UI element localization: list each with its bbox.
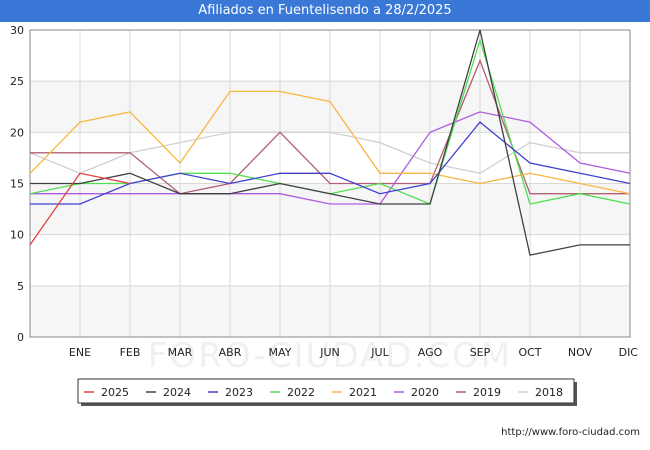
chart-title: Afiliados en Fuentelisendo a 28/2/2025 — [0, 0, 650, 22]
legend-label-2020: 2020 — [411, 386, 439, 399]
legend: 2025 2024 2023 2022 2021 2020 2019 2018 — [77, 378, 577, 406]
x-tick-label: ENE — [69, 346, 91, 359]
legend-label-2024: 2024 — [163, 386, 191, 399]
x-tick-label: JUL — [370, 346, 389, 359]
x-tick-label: FEB — [120, 346, 141, 359]
legend-label-2022: 2022 — [287, 386, 315, 399]
y-tick-labels: 0 5 10 15 20 25 30 — [10, 24, 24, 344]
series-line-2025 — [29, 172, 131, 246]
x-tick-label: MAR — [168, 346, 193, 359]
legend-label-2019: 2019 — [473, 386, 501, 399]
y-tick-label: 30 — [10, 24, 24, 37]
series-lines — [29, 29, 631, 256]
legend-box — [77, 378, 575, 404]
y-tick-label: 20 — [10, 126, 24, 139]
legend-label-2023: 2023 — [225, 386, 253, 399]
watermark: FORO-CIUDAD.COM — [148, 336, 512, 376]
series-line-2019 — [30, 58, 630, 195]
y-tick-label: 25 — [10, 75, 24, 88]
x-tick-label: MAY — [269, 346, 292, 359]
legend-label-2025: 2025 — [101, 386, 129, 399]
legend-label-2018: 2018 — [535, 386, 563, 399]
x-tick-label: SEP — [470, 346, 491, 359]
x-tick-label: AGO — [418, 346, 443, 359]
series-line-2021 — [29, 90, 631, 195]
x-tick-label: JUN — [319, 346, 340, 359]
series-line-2024 — [30, 29, 630, 256]
y-tick-label: 5 — [17, 280, 24, 293]
y-tick-label: 10 — [10, 229, 24, 242]
x-tick-labels: ENE FEB MAR ABR MAY JUN JUL AGO SEP OCT NOV DIC — [69, 346, 638, 359]
x-tick-label: ABR — [219, 346, 242, 359]
source-url[interactable]: http://www.foro-ciudad.com — [501, 427, 640, 438]
x-tick-label: OCT — [518, 346, 541, 359]
x-tick-label: DIC — [619, 346, 639, 359]
legend-label-2021: 2021 — [349, 386, 377, 399]
x-tick-label: NOV — [568, 346, 593, 359]
y-tick-label: 15 — [10, 178, 24, 191]
series-line-2020 — [30, 111, 631, 205]
y-tick-label: 0 — [17, 331, 24, 344]
